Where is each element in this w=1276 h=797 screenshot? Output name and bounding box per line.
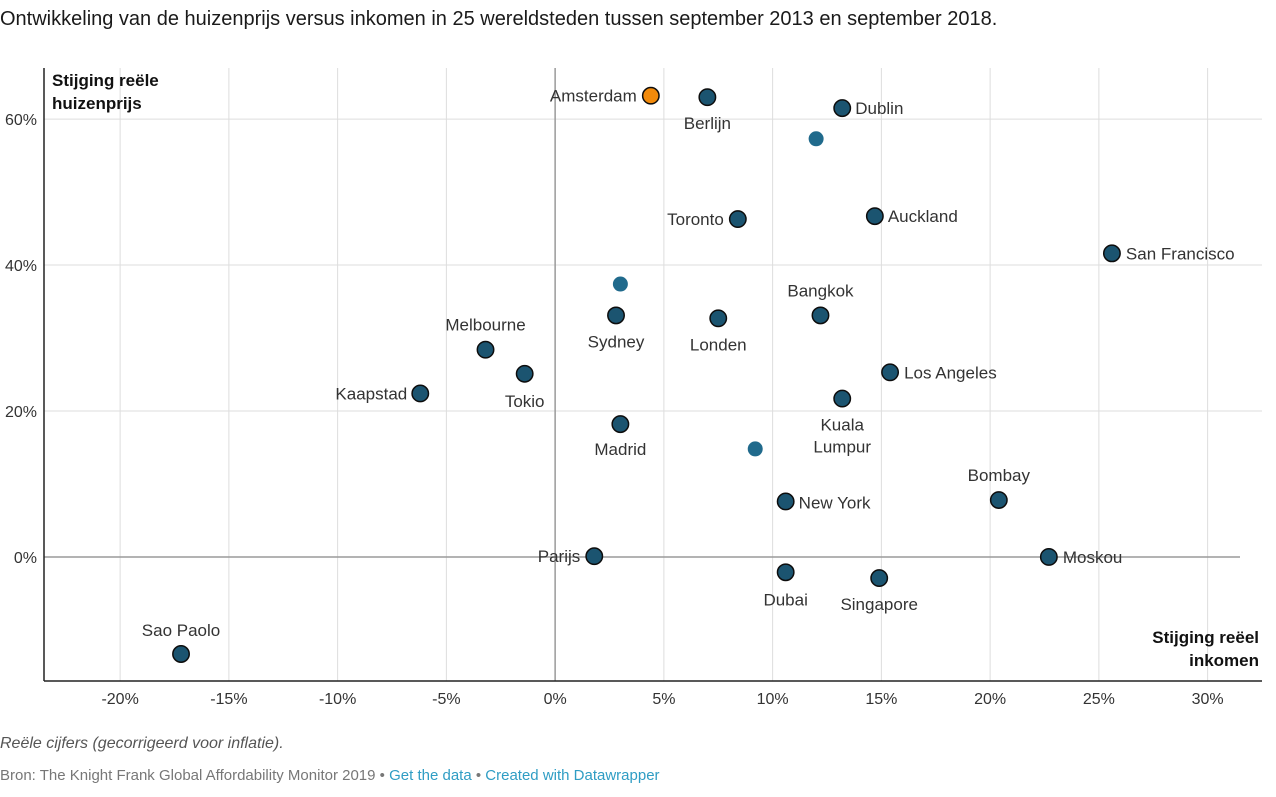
point-label-sao-paolo: Sao Paolo [142, 621, 220, 640]
chart-title: Ontwikkeling van de huizenprijs versus i… [0, 8, 998, 30]
data-point-san-francisco[interactable] [1102, 244, 1121, 263]
point-label-tokio: Tokio [505, 392, 545, 411]
data-point-parijs[interactable] [585, 547, 604, 566]
data-point-bombay[interactable] [989, 491, 1008, 509]
x-tick-label: 25% [1083, 691, 1115, 708]
point-label-madrid: Madrid [594, 440, 646, 459]
point-labels: Amsterdam Berlijn Dublin Toronto Auckland San… [142, 87, 1235, 640]
point-label-auckland: Auckland [888, 207, 958, 226]
data-point-madrid[interactable] [611, 415, 630, 434]
data-point-sydney[interactable] [607, 306, 625, 325]
data-point-auckland[interactable] [865, 207, 884, 226]
point-label-san-francisco: San Francisco [1126, 244, 1235, 263]
y-tick-label: 40% [5, 258, 37, 275]
scatter-chart: -20% -15% -10% -5% 0% 5% 10% 15% 20% 25% 30% 0% 20% 4… [5, 68, 1262, 708]
data-points [172, 86, 1121, 663]
point-label-kaapstad: Kaapstad [335, 384, 407, 403]
data-point-londen[interactable] [709, 309, 728, 328]
data-point-new-york[interactable] [776, 492, 795, 511]
point-label-toronto: Toronto [667, 210, 724, 229]
data-point-moskou[interactable] [1039, 547, 1058, 566]
x-axis-title: Stijging reëel inkomen [1152, 628, 1259, 670]
data-point-amsterdam[interactable] [641, 86, 660, 105]
data-point-los-angeles[interactable] [881, 363, 900, 382]
point-label-melbourne: Melbourne [445, 316, 525, 335]
data-point-melbourne[interactable] [476, 340, 495, 359]
footer-separator: • [475, 767, 482, 784]
x-axis-label: Stijging reëel inkomen [1152, 628, 1259, 670]
point-label-dubai: Dubai [763, 590, 807, 609]
y-tick-label: 0% [14, 550, 37, 567]
x-tick-label: 10% [757, 691, 789, 708]
axes: -20% -15% -10% -5% 0% 5% 10% 15% 20% 25% 30% 0% 20% 4… [5, 68, 1262, 708]
data-point-tokio[interactable] [515, 364, 534, 383]
x-tick-label: -20% [101, 691, 138, 708]
data-point-toronto[interactable] [728, 210, 747, 229]
data-point-unlabeled[interactable] [612, 276, 628, 292]
point-label-berlijn: Berlijn [684, 114, 731, 133]
y-tick-label: 20% [5, 404, 37, 421]
x-tick-label: 5% [652, 691, 675, 708]
point-label-moskou: Moskou [1063, 548, 1123, 567]
point-label-bombay: Bombay [968, 466, 1031, 485]
data-point-sao-paolo[interactable] [172, 645, 190, 663]
x-tick-label: -5% [432, 691, 460, 708]
point-label-sydney: Sydney [588, 332, 645, 351]
point-label-kuala-lumpur: Kuala Lumpur [813, 416, 871, 457]
y-axis-title: Stijging reële huizenprijs [52, 71, 159, 113]
point-label-amsterdam: Amsterdam [550, 87, 637, 106]
data-point-dublin[interactable] [833, 99, 852, 118]
point-label-bangkok: Bangkok [787, 281, 854, 300]
point-label-los-angeles: Los Angeles [904, 363, 997, 382]
source-text: Bron: The Knight Frank Global Affordabil… [0, 767, 376, 784]
point-label-parijs: Parijs [538, 547, 581, 566]
x-tick-label: 20% [974, 691, 1006, 708]
grid [44, 68, 1262, 681]
x-tick-label: 30% [1192, 691, 1224, 708]
data-point-bangkok[interactable] [811, 306, 830, 325]
point-label-singapore: Singapore [840, 595, 918, 614]
data-point-berlijn[interactable] [698, 88, 717, 107]
point-label-new-york: New York [799, 493, 871, 512]
chart-footer: Bron: The Knight Frank Global Affordabil… [0, 767, 660, 784]
chart-notes: Reële cijfers (gecorrigeerd voor inflati… [0, 735, 284, 752]
get-the-data-link[interactable]: Get the data [389, 767, 472, 784]
data-point-dubai[interactable] [776, 563, 795, 582]
data-point-kaapstad[interactable] [411, 384, 430, 403]
y-tick-label: 60% [5, 112, 37, 129]
footer-separator: • [379, 767, 385, 784]
x-tick-label: 0% [544, 691, 567, 708]
data-point-singapore[interactable] [870, 569, 889, 588]
data-point-unlabeled[interactable] [808, 131, 824, 147]
x-tick-label: 15% [865, 691, 897, 708]
y-axis-label: Stijging reële huizenprijs [52, 71, 159, 113]
data-point-unlabeled[interactable] [747, 441, 763, 457]
x-tick-label: -15% [210, 691, 247, 708]
point-label-londen: Londen [690, 335, 747, 354]
data-point-kuala-lumpur[interactable] [833, 389, 852, 408]
datawrapper-link[interactable]: Created with Datawrapper [485, 767, 660, 784]
point-label-dublin: Dublin [855, 99, 903, 118]
x-tick-label: -10% [319, 691, 356, 708]
